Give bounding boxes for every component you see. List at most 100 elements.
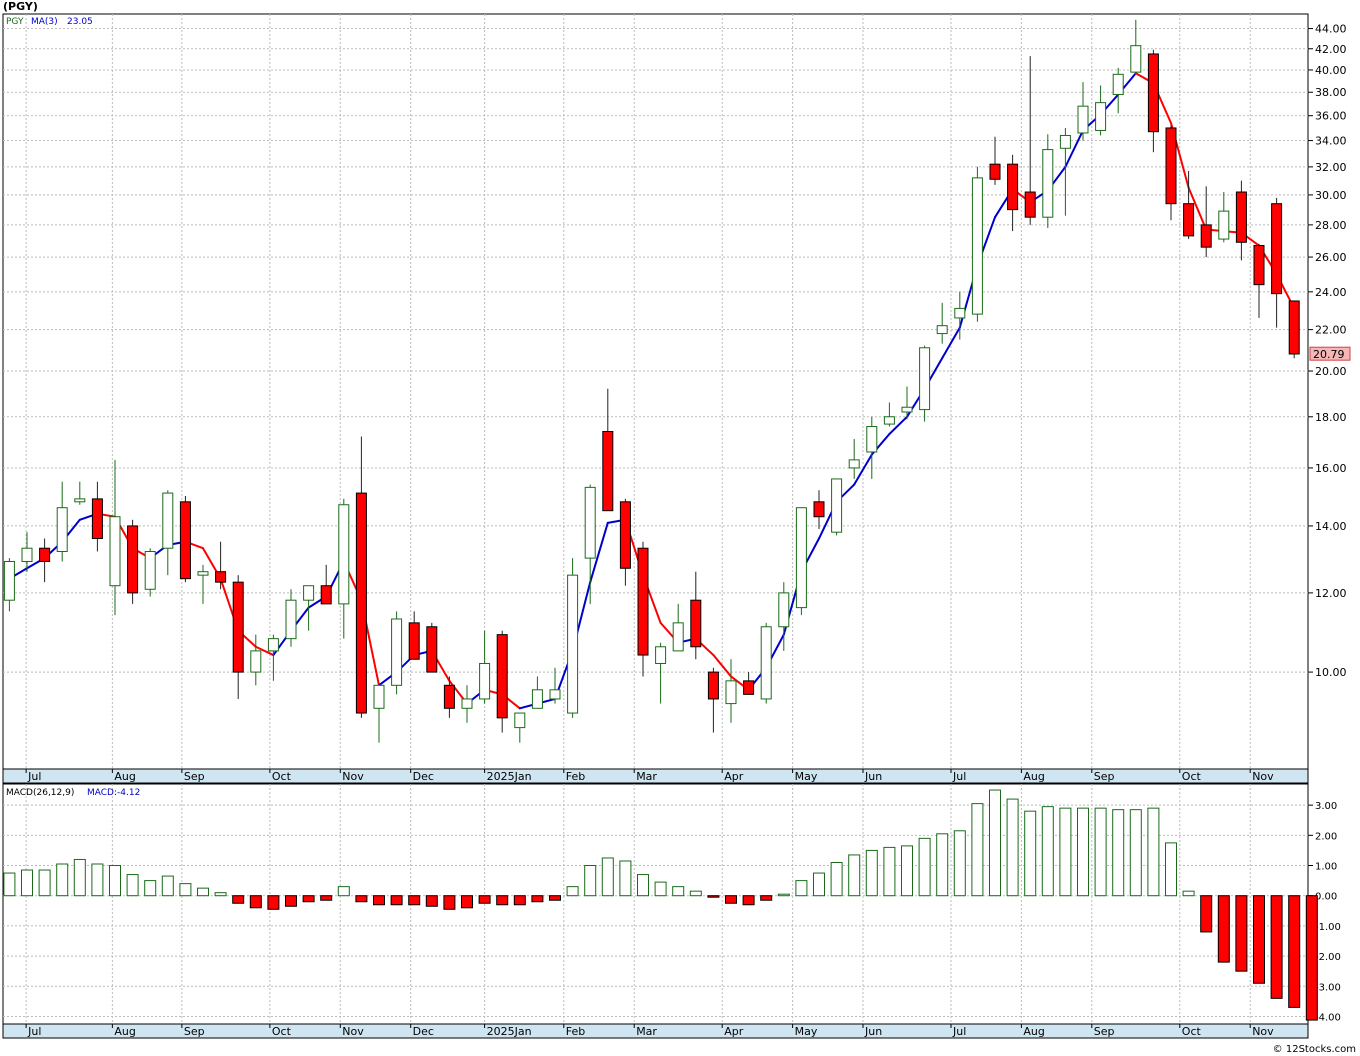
candle-body <box>1218 210 1230 240</box>
macd-tick-label: -3.00 <box>1315 982 1341 993</box>
candle-body <box>355 492 367 714</box>
macd-x-tick-label: Aug <box>1023 1025 1044 1038</box>
macd-x-tick-label: Sep <box>1094 1025 1115 1038</box>
macd-tick-label: -4.00 <box>1315 1012 1341 1023</box>
price-tick-label: 28.00 <box>1315 219 1347 232</box>
price-x-tick-label: Aug <box>1023 770 1044 783</box>
candle-body <box>1007 163 1019 211</box>
macd-x-tick-label: Jun <box>864 1025 882 1038</box>
macd-bar <box>1059 807 1072 897</box>
candle-body <box>1130 45 1142 73</box>
macd-bar <box>337 886 350 897</box>
macd-x-tick-label: Jul <box>27 1025 41 1038</box>
ma-line-segment <box>589 521 609 584</box>
candle-body <box>619 501 631 569</box>
price-tick-label: 18.00 <box>1315 411 1347 424</box>
price-x-tick-label: Jun <box>864 770 882 783</box>
macd-bar <box>126 874 139 897</box>
macd-bar <box>918 837 931 897</box>
macd-bar <box>56 863 69 897</box>
candle-body <box>1253 245 1265 286</box>
price-x-tick-label: Jul <box>27 770 41 783</box>
price-tick-label: 10.00 <box>1315 666 1347 679</box>
macd-x-tick-label: Feb <box>566 1025 585 1038</box>
candle-body <box>3 560 15 601</box>
candle-body <box>461 698 473 709</box>
price-tick-label: 30.00 <box>1315 189 1347 202</box>
candle-body <box>813 501 825 518</box>
price-x-tick-label: Nov <box>1252 770 1274 783</box>
ma-line-segment <box>712 654 732 678</box>
macd-bar <box>1041 806 1054 897</box>
candle-body <box>250 650 262 673</box>
candle-body <box>1183 203 1195 237</box>
macd-bar <box>302 895 315 903</box>
legend-symbol: PGY <box>6 17 24 27</box>
candle-body <box>144 550 156 590</box>
ma-line-segment <box>1064 129 1084 168</box>
candle-body <box>1271 203 1283 295</box>
candle-body <box>285 599 297 640</box>
candle-body <box>531 689 543 709</box>
macd-bar <box>725 895 737 904</box>
price-x-tick-label: 2025Jan <box>487 770 532 783</box>
macd-bar <box>232 895 245 904</box>
price-panel <box>2 13 1309 770</box>
ma-line-segment <box>254 645 275 657</box>
candle-body <box>883 416 895 425</box>
candle-body <box>690 599 702 648</box>
candle-body <box>602 431 614 512</box>
candle-body <box>443 684 455 709</box>
macd-bar <box>971 803 984 897</box>
macd-bar <box>21 869 33 897</box>
last-price-box <box>1309 346 1351 361</box>
candle-body <box>1288 300 1300 355</box>
legend-ma-value: 23.05 <box>67 17 93 27</box>
candle-body <box>848 459 860 469</box>
price-tick-label: 24.00 <box>1315 286 1347 299</box>
candle-body <box>1200 224 1212 248</box>
macd-bar <box>549 895 561 901</box>
credit-text: © 12Stocks.com <box>1272 1044 1356 1055</box>
price-x-tick-label: Mar <box>636 770 657 783</box>
candle-body <box>303 585 315 601</box>
macd-bar <box>1288 895 1301 1008</box>
macd-bar <box>214 892 227 897</box>
macd-bar <box>161 875 174 897</box>
macd-x-tick-label: Nov <box>1252 1025 1274 1038</box>
macd-x-tick-label: Dec <box>413 1025 434 1038</box>
macd-x-tick-label: Jul <box>952 1025 966 1038</box>
candle-body <box>1077 105 1089 134</box>
macd-bar <box>813 872 825 897</box>
macd-bar <box>144 880 157 897</box>
candle-body <box>496 634 508 719</box>
macd-bar <box>865 849 878 897</box>
candle-body <box>56 507 68 552</box>
price-x-axis-band <box>2 768 1309 784</box>
macd-bar <box>91 863 104 897</box>
candle-body <box>795 507 807 609</box>
macd-x-tick-label: Mar <box>636 1025 657 1038</box>
macd-bar <box>1235 895 1248 972</box>
macd-bar <box>320 895 333 901</box>
candle-body <box>1059 134 1071 149</box>
macd-bar <box>1165 842 1177 897</box>
price-tick-label: 20.00 <box>1315 365 1347 378</box>
macd-bar <box>566 886 579 897</box>
macd-bar <box>707 895 720 898</box>
candle-body <box>584 486 596 559</box>
price-x-tick-label: Nov <box>342 770 364 783</box>
price-x-tick-label: Jul <box>952 770 966 783</box>
candle-body <box>549 689 561 700</box>
ma-line-segment <box>941 326 961 360</box>
macd-x-tick-label: Apr <box>724 1025 744 1038</box>
macd-bar <box>901 845 913 897</box>
macd-bar <box>1006 798 1019 897</box>
macd-bar <box>197 887 209 897</box>
candle-body <box>91 498 103 540</box>
ma-line-segment <box>1187 186 1208 231</box>
price-x-tick-label: Oct <box>272 770 292 783</box>
macd-bar <box>672 886 685 897</box>
macd-bar <box>1024 810 1037 897</box>
macd-x-tick-label: May <box>795 1025 818 1038</box>
